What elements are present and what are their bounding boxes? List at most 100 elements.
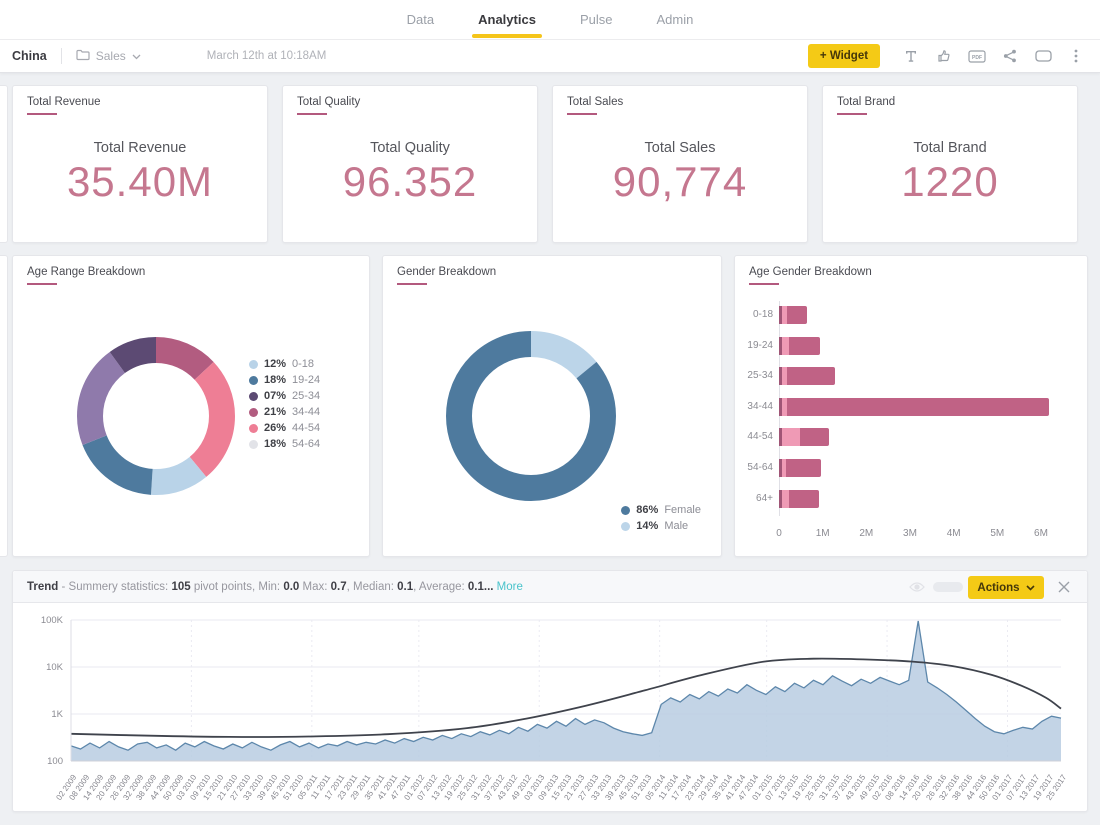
age-gender-bar-chart: 0-18 19-24 25-34 34-44 44-54 54-64 64+ 0 1M 2M 3M 4… [735, 256, 1087, 556]
text-tool-icon[interactable] [899, 44, 923, 68]
tab-admin-label: Admin [656, 12, 694, 27]
legend-swatch [249, 439, 258, 449]
bar-row[interactable] [779, 397, 1081, 416]
active-tab-underline [472, 33, 542, 38]
bar-row[interactable] [779, 459, 1081, 477]
thumb-up-icon[interactable] [932, 44, 956, 68]
stats-text: , Average: [413, 580, 468, 593]
tv-mode-icon[interactable] [1031, 44, 1055, 68]
legend-swatch [249, 407, 258, 417]
tab-analytics-label: Analytics [478, 12, 536, 27]
close-icon[interactable] [1055, 578, 1073, 596]
bar-row[interactable] [779, 306, 1081, 324]
legend-label: 54-64 [292, 438, 321, 450]
title-underline [837, 113, 867, 115]
more-menu-icon[interactable] [1064, 44, 1088, 68]
legend-label: 25-34 [292, 390, 321, 402]
svg-text:PDF: PDF [972, 55, 982, 61]
trend-chart: 100K 10K 1K 100 02 2009 08 2009 14 2009 20 200… [13, 603, 1087, 811]
top-nav: Data Analytics Pulse Admin [0, 0, 1100, 40]
legend-label: 19-24 [292, 374, 321, 386]
bar-row[interactable] [779, 367, 1081, 386]
stats-text: Summery statistics: [68, 580, 172, 593]
timestamp: March 12th at 10:18AM [206, 50, 327, 62]
legend-percent: 26% [264, 422, 287, 434]
legend-swatch [249, 391, 258, 401]
tab-analytics[interactable]: Analytics [472, 0, 542, 40]
y-tick-label: 1K [51, 709, 63, 720]
legend-item[interactable]: 86% Female [621, 502, 701, 518]
add-widget-button[interactable]: + Widget [808, 44, 880, 68]
kpi-label: Total Sales [644, 140, 716, 156]
bar-row[interactable] [779, 336, 1081, 355]
bar-segment-edge [779, 397, 783, 416]
legend-percent: 86% [636, 504, 659, 516]
bar-segment-dark [787, 367, 836, 386]
bar-segment-light [782, 336, 789, 355]
card-title: Total Revenue [27, 96, 101, 108]
pdf-export-icon[interactable]: PDF [965, 44, 989, 68]
gender-donut-chart [446, 331, 616, 501]
tab-pulse-label: Pulse [579, 12, 613, 27]
bar-row[interactable] [779, 428, 1081, 447]
bar-category-label: 64+ [756, 492, 773, 504]
kpi-value: 35.40M [66, 158, 214, 205]
toolbar-actions: + Widget PDF [808, 44, 1088, 68]
stats-text: 0.1... [467, 580, 494, 593]
bar-segment-light [782, 306, 788, 324]
cutoff-card-sliver [0, 85, 8, 243]
stats-text: 0.0 [283, 580, 300, 593]
ghost-toggle[interactable] [933, 582, 963, 592]
title-underline [749, 283, 779, 285]
x-tick-label: 3M [903, 528, 917, 539]
gender-breakdown-card: Gender Breakdown 86% Female 14% Male [382, 255, 722, 557]
legend-item[interactable]: 18% 54-64 [249, 436, 320, 452]
share-icon[interactable] [998, 44, 1022, 68]
age-gender-breakdown-card: Age Gender Breakdown 0-18 19-24 25-34 34-44… [734, 255, 1088, 557]
bar-row[interactable] [779, 489, 1081, 508]
legend-item[interactable]: 14% Male [621, 518, 701, 534]
legend-item[interactable]: 26% 44-54 [249, 420, 320, 436]
card-title: Total Quality [297, 96, 361, 108]
actions-button[interactable]: Actions [968, 576, 1044, 599]
bar-segment-dark [786, 459, 822, 477]
kpi-card-total-revenue: Total Revenue Total Revenue 35.40M [12, 85, 268, 243]
scope-select[interactable]: Sales [76, 49, 141, 64]
eye-icon[interactable] [909, 580, 925, 598]
legend-percent: 18% [264, 438, 287, 450]
kpi-label: Total Brand [913, 140, 987, 156]
trend-area-chart [70, 619, 1062, 762]
dashboard-title: China [12, 49, 47, 63]
dashboard-toolbar: China Sales March 12th at 10:18AM + Widg… [0, 40, 1100, 73]
legend-label: 0-18 [292, 358, 315, 370]
bar-segment-edge [779, 336, 783, 355]
bar-segment-dark [787, 306, 807, 324]
title-underline [297, 113, 327, 115]
title-underline [397, 283, 427, 285]
x-tick-label: 5M [990, 528, 1005, 539]
legend-percent: 14% [636, 520, 659, 532]
bar-segment-edge [779, 306, 783, 324]
stats-text: Max: [299, 580, 331, 593]
cutoff-card-sliver [0, 255, 8, 557]
chevron-down-icon [1026, 584, 1035, 591]
legend-item[interactable]: 07% 25-34 [249, 388, 320, 404]
title-underline [27, 283, 57, 285]
legend-item[interactable]: 21% 34-44 [249, 404, 320, 420]
kpi-card-total-brand: Total Brand Total Brand 1220 [822, 85, 1078, 243]
legend-label: Female [664, 504, 701, 516]
legend-item[interactable]: 18% 19-24 [249, 372, 320, 388]
tab-data[interactable]: Data [407, 0, 434, 40]
bar-category-label: 0-18 [752, 309, 773, 320]
title-underline [567, 113, 597, 115]
bar-category-label: 19-24 [747, 339, 773, 351]
legend-swatch [621, 505, 631, 515]
card-title: Total Sales [567, 96, 624, 108]
legend-item[interactable]: 12% 0-18 [249, 356, 320, 372]
more-link[interactable]: More [493, 580, 523, 593]
bar-segment-edge [779, 459, 783, 477]
kpi-label: Total Revenue [93, 140, 187, 156]
tab-pulse[interactable]: Pulse [580, 0, 613, 40]
tab-admin[interactable]: Admin [656, 0, 693, 40]
chevron-down-icon [132, 49, 141, 63]
